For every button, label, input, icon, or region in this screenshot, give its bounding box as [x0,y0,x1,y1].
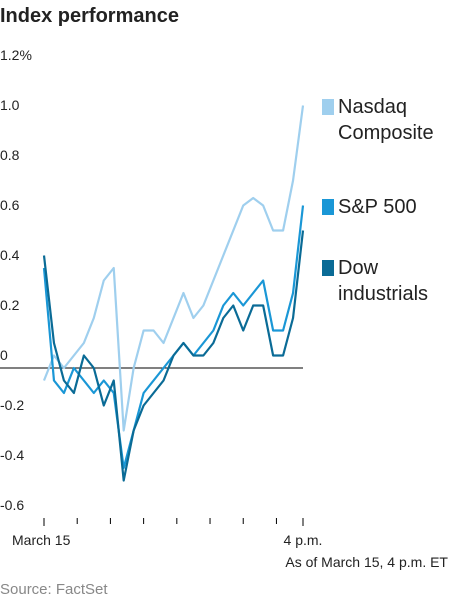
legend-label: Dow industrials [338,257,429,305]
y-tick-label: 1.2% [0,47,32,63]
y-tick-label: 0 [0,347,8,363]
source: Source: FactSet [0,581,108,598]
legend-item: Dow industrials [322,255,447,307]
y-tick-label: 1.0 [0,97,20,113]
legend-label: S&P 500 [338,196,417,218]
x-tick-label: 4 p.m. [284,532,323,548]
legend-swatch [322,199,334,215]
x-tick-label: March 15 [12,532,71,548]
series-line [42,205,305,470]
series-line [42,105,305,432]
y-tick-label: 0.2 [0,297,20,313]
note: As of March 15, 4 p.m. ET [285,554,448,570]
y-tick-label: 0.6 [0,197,20,213]
legend-item: S&P 500 [322,194,447,220]
y-tick-label: -0.2 [0,397,24,413]
legend-swatch [322,99,334,115]
legend-swatch [322,260,334,276]
y-tick-label: -0.6 [0,497,24,513]
legend-label: Nasdaq Composite [338,96,434,144]
series-line [42,230,305,482]
chart-title: Index performance [0,5,179,27]
y-tick-label: 0.8 [0,147,20,163]
legend-item: Nasdaq Composite [322,94,447,146]
y-tick-label: 0.4 [0,247,20,263]
y-tick-label: -0.4 [0,447,24,463]
